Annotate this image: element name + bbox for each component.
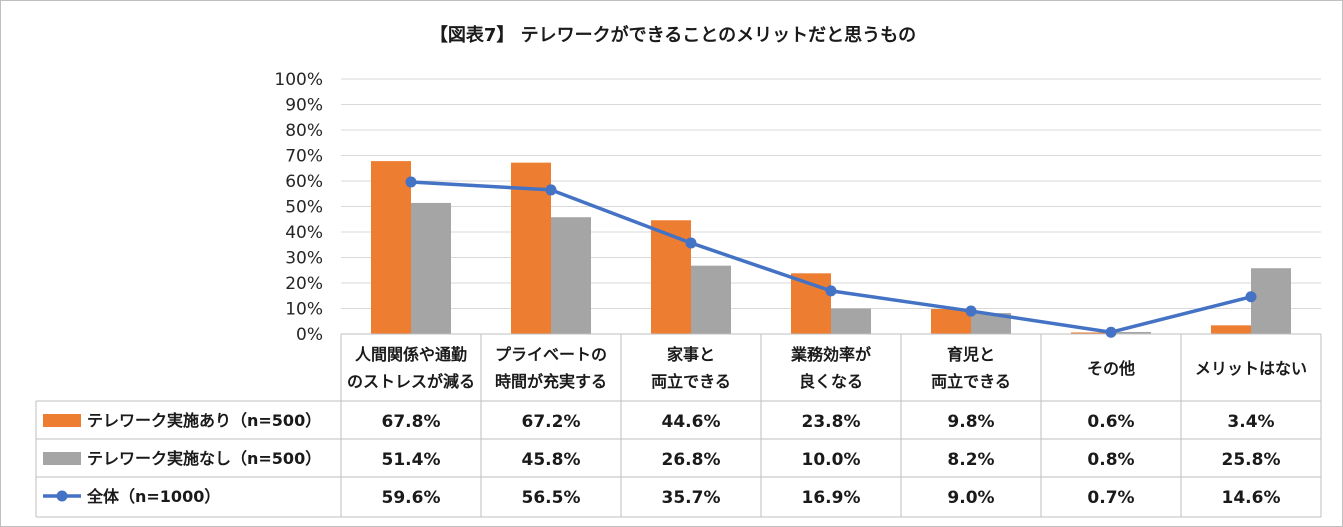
data-value: 67.8%: [382, 412, 441, 432]
line-point-total: [685, 237, 697, 249]
bar-with-telework: [371, 161, 411, 334]
category-label: 時間が充実する: [495, 372, 607, 391]
line-point-total: [405, 176, 417, 188]
bar-without-telework: [971, 313, 1011, 334]
line-point-total: [1245, 291, 1257, 303]
y-tick-label: 70%: [285, 147, 323, 167]
bar-without-telework: [1111, 331, 1151, 334]
series-name: 全体（n=1000）: [86, 487, 220, 506]
bar-without-telework: [691, 265, 731, 334]
data-value: 26.8%: [662, 450, 721, 470]
data-value: 35.7%: [662, 488, 721, 508]
data-value: 10.0%: [802, 450, 861, 470]
bar-with-telework: [651, 220, 691, 334]
category-label: 家事と: [667, 345, 715, 364]
data-value: 0.6%: [1087, 412, 1134, 432]
data-value: 59.6%: [382, 488, 441, 508]
category-label: 良くなる: [799, 372, 863, 391]
line-point-total: [1105, 326, 1117, 338]
category-label: 人間関係や通勤: [355, 345, 467, 364]
bar-without-telework: [1251, 268, 1291, 334]
data-value: 14.6%: [1222, 488, 1281, 508]
data-value: 25.8%: [1222, 450, 1281, 470]
category-label: プライベートの: [495, 345, 607, 364]
bar-with-telework: [1211, 325, 1251, 334]
series-name: テレワーク実施なし（n=500）: [87, 449, 321, 468]
data-value: 9.0%: [947, 488, 994, 508]
bar-without-telework: [411, 202, 451, 334]
y-tick-label: 90%: [285, 96, 323, 116]
category-label: 業務効率が: [790, 345, 871, 364]
bar-without-telework: [831, 308, 871, 334]
y-tick-label: 40%: [285, 223, 323, 243]
data-value: 45.8%: [522, 450, 581, 470]
y-tick-label: 0%: [296, 325, 323, 345]
y-tick-label: 20%: [285, 274, 323, 294]
data-value: 67.2%: [522, 412, 581, 432]
data-value: 23.8%: [802, 412, 861, 432]
data-value: 56.5%: [522, 488, 581, 508]
data-value: 9.8%: [947, 412, 994, 432]
category-label: 両立できる: [931, 372, 1011, 391]
category-label: 両立できる: [651, 372, 731, 391]
data-value: 3.4%: [1227, 412, 1274, 432]
data-value: 8.2%: [947, 450, 994, 470]
y-tick-label: 10%: [285, 300, 323, 320]
data-value: 0.8%: [1087, 450, 1134, 470]
line-point-total: [965, 305, 977, 317]
line-point-total: [825, 285, 837, 297]
y-tick-label: 80%: [285, 121, 323, 141]
chart-title: 【図表7】 テレワークができることのメリットだと思うもの: [430, 24, 916, 46]
legend-key-without-telework: [43, 452, 81, 465]
legend-key-total-marker: [56, 490, 68, 502]
data-value: 44.6%: [662, 412, 721, 432]
bar-with-telework: [1071, 332, 1111, 334]
y-tick-label: 30%: [285, 249, 323, 269]
series-name: テレワーク実施あり（n=500）: [87, 411, 321, 430]
category-label: メリットはない: [1195, 359, 1307, 378]
bar-without-telework: [551, 217, 591, 334]
data-value: 16.9%: [802, 488, 861, 508]
category-label: 育児と: [947, 345, 995, 364]
data-value: 0.7%: [1087, 488, 1134, 508]
category-label: のストレスが減る: [347, 372, 475, 391]
y-tick-label: 100%: [274, 70, 323, 90]
legend-key-with-telework: [43, 414, 81, 427]
y-tick-label: 50%: [285, 198, 323, 218]
y-tick-label: 60%: [285, 172, 323, 192]
line-point-total: [545, 184, 557, 196]
data-value: 51.4%: [382, 450, 441, 470]
bar-with-telework: [931, 309, 971, 334]
category-label: その他: [1087, 359, 1135, 378]
